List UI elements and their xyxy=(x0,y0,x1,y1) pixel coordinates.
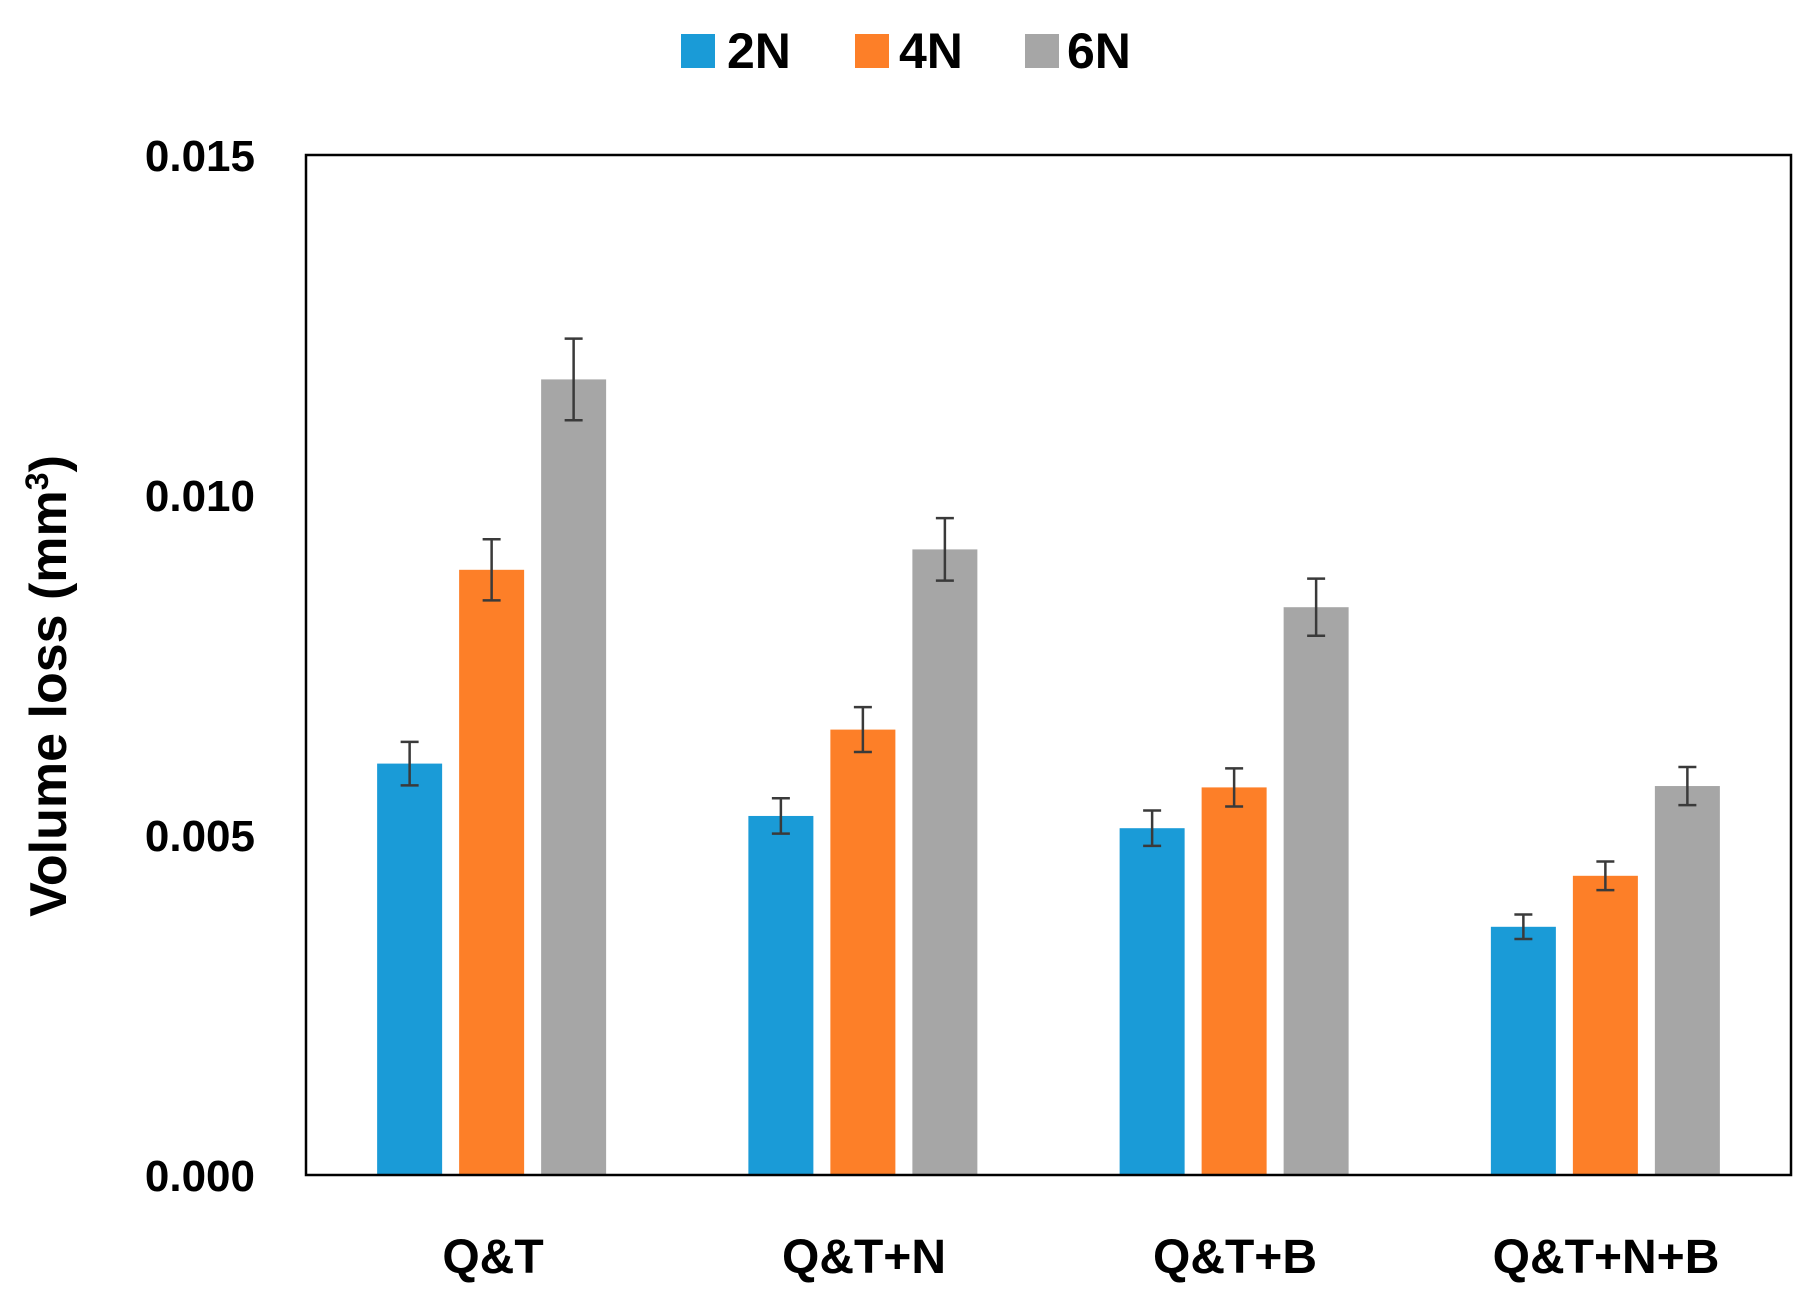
bar-q-t-b-6n xyxy=(1283,607,1349,1175)
legend-swatch-4n xyxy=(855,34,889,68)
y-tick-label: 0.005 xyxy=(145,812,255,861)
y-tick-label: 0.000 xyxy=(145,1152,255,1201)
error-bar-q-t-4n xyxy=(482,537,501,602)
error-bar-q-t-b-4n xyxy=(1225,767,1244,808)
error-bar-q-t-n-b-6n xyxy=(1678,765,1697,807)
y-axis-title: Volume loss (mm3) xyxy=(19,455,78,917)
error-bar-q-t-n-6n xyxy=(935,516,954,582)
error-bar-q-t-n-b-4n xyxy=(1596,860,1615,892)
error-bar-q-t-n-4n xyxy=(853,705,872,754)
legend-label-6n: 6N xyxy=(1067,23,1131,79)
y-tick-label: 0.010 xyxy=(145,472,255,521)
error-bar-q-t-2n xyxy=(400,740,419,787)
x-axis-labels: Q&T Q&T+N Q&T+B Q&T+N+B xyxy=(442,1231,1719,1284)
plot-frame xyxy=(304,153,1793,1177)
legend: 2N 4N 6N xyxy=(681,23,1131,79)
y-axis-title-close: ) xyxy=(20,455,78,472)
bar-q-t-n-b-2n xyxy=(1490,926,1556,1175)
error-bar-q-t-n-2n xyxy=(771,797,790,835)
y-axis-title-superscript: 3 xyxy=(19,472,55,490)
x-tick-label-qt-n: Q&T+N xyxy=(782,1231,946,1284)
bar-q-t-n-4n xyxy=(830,729,896,1175)
x-tick-label-qt: Q&T xyxy=(442,1231,543,1284)
y-tick-label: 0.015 xyxy=(145,132,255,181)
legend-label-4n: 4N xyxy=(899,23,963,79)
x-tick-label-qt-n-b: Q&T+N+B xyxy=(1493,1231,1720,1284)
bar-q-t-n-2n xyxy=(748,815,814,1175)
error-bars xyxy=(400,337,1697,941)
bar-q-t-b-2n xyxy=(1119,828,1185,1175)
error-bar-q-t-n-b-2n xyxy=(1514,913,1533,941)
legend-swatch-6n xyxy=(1025,34,1059,68)
bar-q-t-2n xyxy=(377,763,443,1175)
bar-q-t-6n xyxy=(541,379,607,1175)
error-bar-q-t-b-6n xyxy=(1307,577,1326,638)
error-bar-q-t-b-2n xyxy=(1143,809,1162,848)
bar-q-t-n-6n xyxy=(912,549,978,1175)
legend-label-2n: 2N xyxy=(727,23,791,79)
bar-q-t-n-b-6n xyxy=(1654,786,1720,1175)
y-axis-ticks: 0.000 0.005 0.010 0.015 xyxy=(145,132,255,1201)
y-axis-title-base: Volume loss (mm xyxy=(20,490,78,917)
bar-q-t-n-b-4n xyxy=(1572,875,1638,1175)
x-tick-label-qt-b: Q&T+B xyxy=(1153,1231,1317,1284)
bar-q-t-b-4n xyxy=(1201,787,1267,1175)
legend-swatch-2n xyxy=(681,34,715,68)
error-bar-q-t-6n xyxy=(564,337,583,422)
bar-q-t-4n xyxy=(459,569,525,1175)
bars xyxy=(377,379,1720,1175)
